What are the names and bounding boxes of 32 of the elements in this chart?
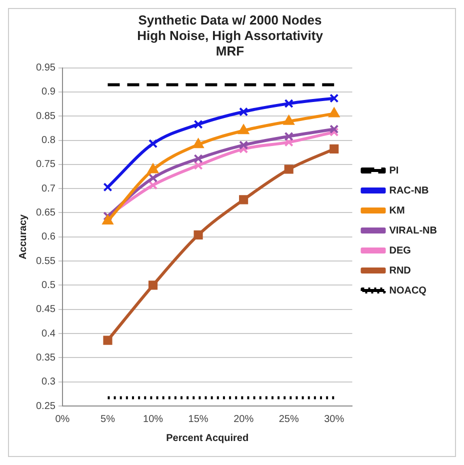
y-tick-label: 0.8 [42, 135, 56, 146]
x-tick-label: 30% [324, 414, 344, 425]
y-tick-label: 0.45 [36, 304, 56, 316]
y-tick-label: 0.95 [36, 62, 56, 74]
y-tick-label: 0.65 [36, 207, 56, 218]
y-tick-label: 0.4 [42, 328, 56, 340]
y-tick-label: 0.25 [36, 400, 56, 412]
x-tick-label: 0% [55, 414, 70, 425]
y-tick-label: 0.75 [36, 159, 56, 170]
y-tick-label: 0.3 [42, 376, 56, 388]
legend-label: KM [389, 205, 405, 216]
legend-label: VIRAL-NB [389, 225, 438, 236]
x-tick-label: 10% [143, 414, 164, 425]
x-tick-label: 20% [234, 414, 254, 425]
legend-label: DEG [389, 245, 412, 256]
y-tick-label: 0.55 [36, 256, 56, 267]
y-tick-label: 0.5 [42, 280, 56, 291]
y-tick-label: 0.6 [42, 232, 56, 243]
chart-title: Synthetic Data w/ 2000 Nodes High Noise, High Assortativity MRF [137, 12, 324, 59]
legend-label: RAC-NB [389, 185, 429, 196]
x-tick-label: 25% [278, 414, 299, 425]
y-tick-label: 0.9 [42, 86, 56, 98]
legend-label: NOACQ [389, 285, 427, 296]
y-tick-label: 0.85 [36, 110, 56, 122]
legend-label: RND [389, 265, 411, 276]
legend-label: PI [389, 165, 399, 176]
x-tick-label: 5% [100, 414, 116, 425]
x-axis-title: Percent Acquired [166, 432, 249, 444]
y-axis-title: Accuracy [18, 214, 29, 260]
y-tick-label: 0.7 [42, 183, 56, 194]
y-tick-label: 0.35 [36, 352, 56, 364]
x-tick-label: 15% [188, 414, 208, 425]
